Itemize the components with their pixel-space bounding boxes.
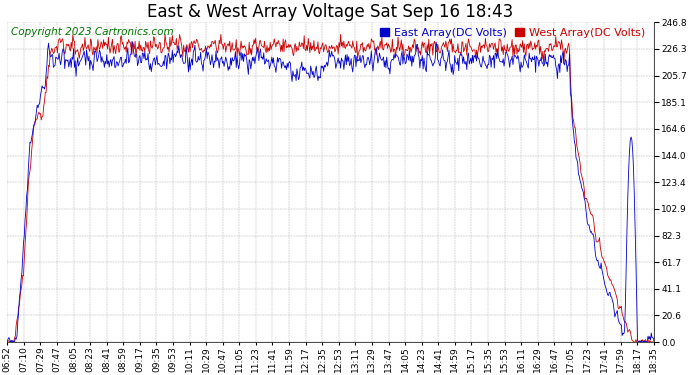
- Text: Copyright 2023 Cartronics.com: Copyright 2023 Cartronics.com: [10, 27, 173, 37]
- Title: East & West Array Voltage Sat Sep 16 18:43: East & West Array Voltage Sat Sep 16 18:…: [148, 3, 513, 21]
- Legend: East Array(DC Volts), West Array(DC Volts): East Array(DC Volts), West Array(DC Volt…: [380, 28, 645, 38]
